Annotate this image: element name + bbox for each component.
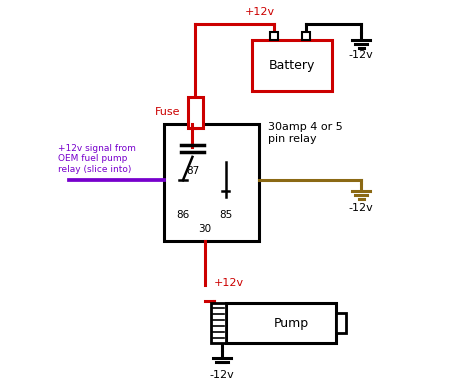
Bar: [336, 313, 346, 333]
Text: +12v signal from
OEM fuel pump
relay (slice into): +12v signal from OEM fuel pump relay (sl…: [58, 144, 136, 174]
Text: 30amp 4 or 5
pin relay: 30amp 4 or 5 pin relay: [268, 122, 343, 144]
Text: Fuse: Fuse: [155, 107, 181, 117]
Text: 86: 86: [176, 210, 190, 220]
Text: Battery: Battery: [269, 59, 315, 72]
Text: 87: 87: [186, 166, 199, 176]
Text: -12v: -12v: [349, 203, 374, 213]
Bar: [211, 303, 226, 343]
Bar: [252, 40, 332, 91]
Bar: [270, 32, 278, 40]
Text: Pump: Pump: [274, 317, 310, 330]
Text: +12v: +12v: [245, 7, 274, 17]
Text: -12v: -12v: [210, 370, 235, 379]
Bar: [226, 303, 336, 343]
Text: +12v: +12v: [214, 278, 244, 288]
Text: 30: 30: [198, 224, 211, 234]
Bar: [164, 124, 259, 241]
Text: 85: 85: [219, 210, 232, 220]
Bar: [188, 97, 203, 128]
Bar: [302, 32, 310, 40]
Text: -12v: -12v: [349, 50, 374, 60]
